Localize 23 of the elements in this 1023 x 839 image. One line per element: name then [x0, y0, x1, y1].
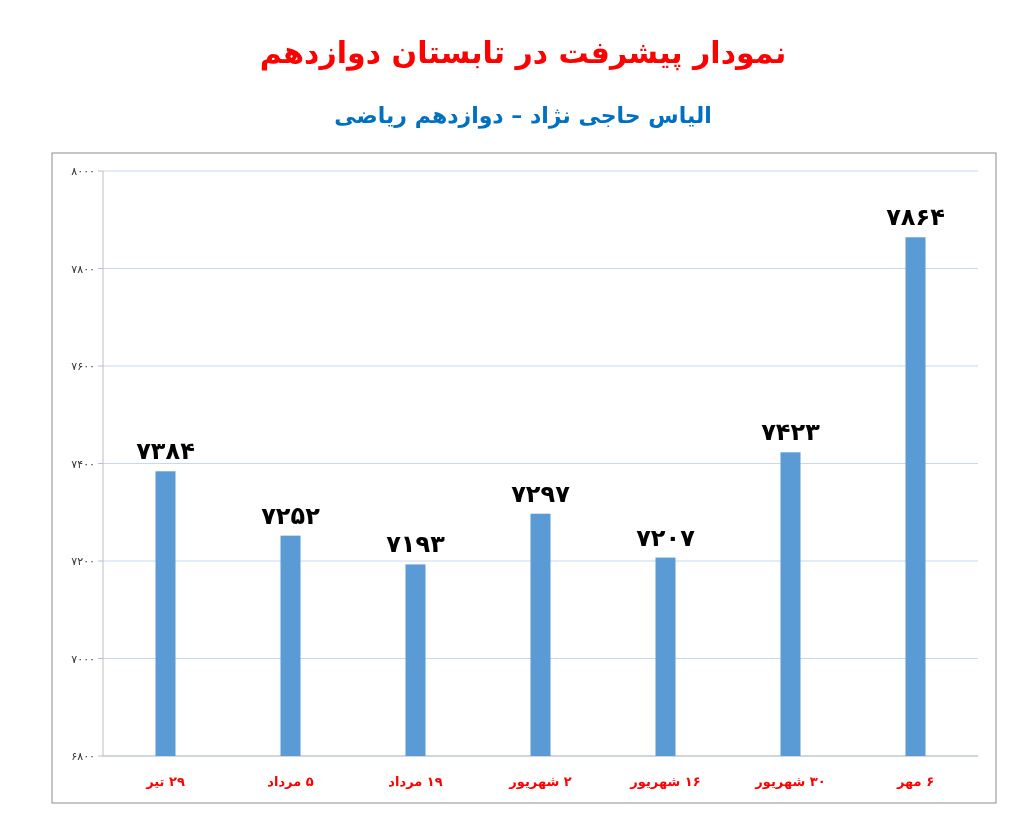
x-tick-label: ۳۰ شهریور: [754, 774, 826, 789]
y-tick-label: ۷۲۰۰: [71, 555, 95, 568]
x-tick-label: ۲ شهریور: [508, 774, 572, 789]
data-label: ۷۲۵۲: [261, 501, 321, 530]
y-tick-label: ۷۶۰۰: [71, 360, 95, 373]
data-label: ۷۸۶۴: [886, 203, 945, 232]
y-tick-label: ۸۰۰۰: [71, 165, 95, 178]
y-tick-label: ۷۰۰۰: [71, 652, 95, 666]
data-label: ۷۲۹۷: [511, 479, 571, 508]
x-tick-label: ۲۹ تیر: [145, 774, 185, 789]
y-tick-label: ۷۸۰۰: [71, 262, 95, 276]
y-tick-label: ۶۸۰۰: [71, 750, 95, 763]
data-label: ۷۳۸۴: [136, 437, 195, 466]
x-tick-label: ۵ مرداد: [267, 774, 314, 789]
data-label: ۷۲۰۷: [636, 523, 696, 552]
data-label: ۷۴۲۳: [761, 418, 821, 447]
chart-subtitle: الیاس حاجی نژاد – دوازدهم ریاضی: [334, 103, 712, 129]
x-tick-label: ۱۹ مرداد: [388, 774, 443, 789]
x-tick-label: ۱۶ شهریور: [629, 774, 701, 789]
data-label: ۷۱۹۳: [386, 530, 446, 559]
chart-title: نمودار پیشرفت در تابستان دوازدهم: [259, 35, 787, 71]
x-tick-label: ۶ مهر: [895, 774, 935, 789]
y-tick-label: ۷۴۰۰: [71, 457, 95, 471]
